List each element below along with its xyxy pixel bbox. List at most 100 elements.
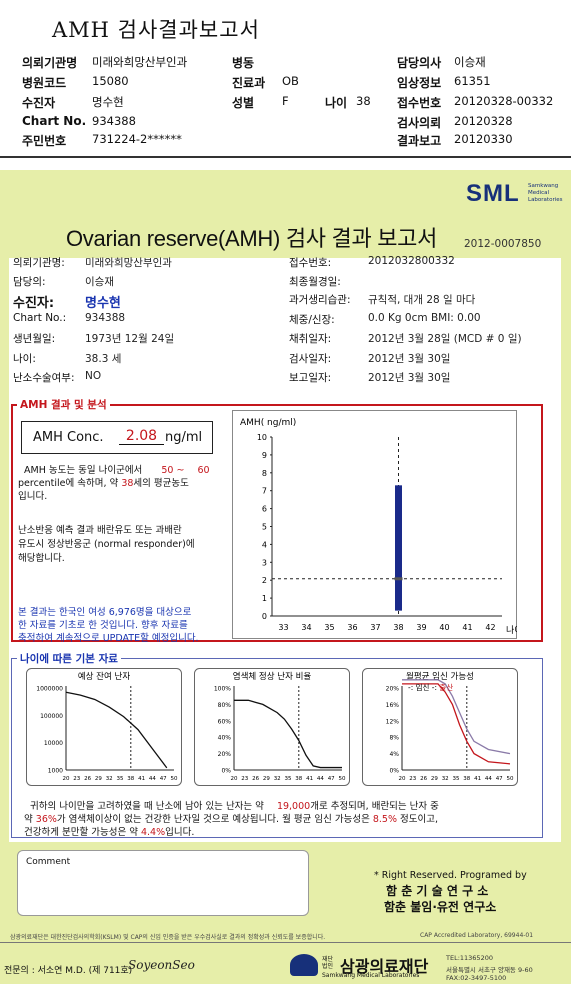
header-value: 20120330 — [454, 132, 513, 146]
mini-y-tick: 1000000 — [36, 686, 63, 693]
header-value: 38 — [356, 94, 371, 108]
foundation-phone: TEL:11365200 — [446, 954, 493, 962]
mini-x-tick: 32 — [442, 776, 449, 782]
mini-x-tick: 20 — [231, 776, 238, 782]
certification-notice: 삼광의료재단은 대한진단검사의학회(KSLM) 및 CAP의 신임 인증을 받은… — [10, 934, 326, 941]
amh-section-title: AMH 결과 및 분석 — [17, 397, 110, 412]
institute-1: 함 춘 기 술 연 구 소 — [386, 884, 489, 898]
header-value: OB — [282, 74, 299, 88]
foundation-fax: FAX:02-3497-5100 — [446, 974, 507, 982]
cap-accreditation: CAP Accredited Laboratory, 69944-01 — [420, 932, 534, 939]
header-key: 병원코드 — [22, 76, 67, 90]
mini-x-tick: 44 — [149, 776, 156, 782]
mini-chart-title: 염색체 정상 난자 비율 — [233, 671, 312, 682]
comment-box — [17, 850, 309, 916]
amh-response-2: 유도시 정상반응군 (normal responder)에 — [18, 539, 195, 550]
mini-series-line — [402, 683, 511, 765]
mini-x-tick: 35 — [453, 776, 460, 782]
amh-y-tick: 6 — [262, 505, 267, 514]
mini-series-line — [234, 699, 342, 769]
mini-y-tick: 100000 — [40, 713, 63, 720]
mini-y-tick: 0% — [221, 768, 231, 775]
amh-y-tick: 10 — [257, 433, 267, 442]
amh-y-tick: 3 — [262, 558, 267, 567]
mini-legend: -: 임신 -: 출산 — [408, 682, 453, 692]
mini-y-tick: 12% — [386, 718, 400, 725]
mini-chart-frame — [26, 668, 182, 786]
patient-key: Chart No.: — [13, 312, 67, 324]
patient-key: 난소수술여부: — [13, 372, 75, 384]
amh-patient-point — [394, 577, 403, 581]
age-summary-1: 귀하의 나이만을 고려하였을 때 난소에 남아 있는 난자는 약 19,000개… — [30, 801, 439, 812]
mini-y-tick: 80% — [218, 702, 232, 709]
mini-y-tick: 4% — [389, 751, 399, 758]
mini-x-tick: 50 — [171, 776, 178, 782]
amh-y-tick: 5 — [262, 523, 267, 532]
mini-x-tick: 23 — [241, 776, 248, 782]
amh-y-tick: 9 — [262, 451, 267, 460]
mini-chart-title: 예상 잔여 난자 — [78, 671, 131, 682]
foundation-name: 삼광의료재단 — [340, 957, 429, 976]
mini-x-tick: 35 — [117, 776, 124, 782]
age-section-title: 나이에 따른 기본 자료 — [17, 651, 121, 666]
mini-y-tick: 100% — [214, 686, 231, 693]
mini-x-tick: 47 — [160, 776, 167, 782]
mini-y-tick: 20% — [386, 686, 400, 693]
mini-x-tick: 44 — [485, 776, 492, 782]
amh-x-tick: 39 — [416, 623, 426, 632]
foundation-tag: 재단법인 — [322, 956, 334, 970]
patient-value: NO — [85, 370, 102, 382]
patient-value: 명수현 — [85, 296, 121, 311]
patient-value: 이승재 — [85, 276, 114, 288]
patient-value: 2012년 3월 30일 — [368, 353, 451, 365]
amh-x-tick: 33 — [278, 623, 288, 632]
mini-y-tick: 0% — [389, 768, 399, 775]
patient-key: 체중/신장: — [289, 314, 335, 326]
amh-text-1: AMH 농도는 동일 나이군에서 50 ~ 60 — [24, 465, 210, 476]
comment-label: Comment — [26, 857, 71, 867]
mini-x-tick: 38 — [295, 776, 302, 782]
pregnancy-chance-chart: 월평균 임신 가능성 0% 4% 8% 12% 16% 20% 20 23 26 29 32 35 38 4… — [362, 668, 518, 786]
mini-x-tick: 38 — [463, 776, 470, 782]
patient-key: 검사일자: — [289, 353, 332, 365]
header-value: 934388 — [92, 114, 136, 128]
amh-note-1: 본 결과는 한국인 여성 6,976명을 대상으로 — [18, 607, 192, 618]
mini-x-tick: 47 — [328, 776, 335, 782]
amh-x-tick: 42 — [485, 623, 495, 632]
patient-key: 과거생리습관: — [289, 294, 351, 306]
report-title: Ovarian reserve(AMH) 검사 결과 보고서 — [66, 226, 438, 251]
mini-x-tick: 44 — [317, 776, 324, 782]
mini-x-tick: 38 — [127, 776, 134, 782]
patient-value: 38.3 세 — [85, 353, 122, 365]
amh-response-1: 난소반응 예측 결과 배란유도 또는 과배란 — [18, 525, 182, 536]
report-number: 2012-0007850 — [464, 238, 542, 250]
doctor-signature: SoyeonSeo — [128, 958, 195, 972]
age-summary-2: 약 36%가 염색체이상이 없는 건강한 난자일 것으로 예상됩니다. 월 평균… — [24, 814, 438, 825]
mini-x-tick: 23 — [73, 776, 80, 782]
amh-range-bar — [395, 485, 402, 611]
mini-y-tick: 8% — [389, 735, 399, 742]
header-value: 미래와희망산부인과 — [92, 55, 188, 69]
amh-x-tick: 38 — [393, 623, 403, 632]
amh-x-tick: 36 — [347, 623, 357, 632]
mini-x-tick: 41 — [138, 776, 145, 782]
mini-x-tick: 41 — [306, 776, 313, 782]
normal-egg-ratio-chart: 염색체 정상 난자 비율 0% 20% 40% 60% 80% 100% 20 23 26 29 32… — [194, 668, 350, 786]
header-key: 담당의사 — [397, 56, 442, 70]
header-value: 20120328-00332 — [454, 94, 554, 108]
mini-y-tick: 40% — [218, 735, 232, 742]
remaining-eggs-chart: 예상 잔여 난자 1000 10000 100000 1000000 20 23 26 29 32… — [26, 668, 182, 786]
header-key: 임상정보 — [397, 76, 442, 90]
patient-key: 최종월경일: — [289, 276, 341, 288]
mini-x-tick: 29 — [95, 776, 102, 782]
header-key: 진료과 — [232, 76, 266, 90]
patient-value: 규칙적, 대개 28 일 마다 — [368, 294, 476, 306]
header-key: 주민번호 — [22, 134, 67, 148]
header-key: 수진자 — [22, 96, 56, 110]
header-value: 15080 — [92, 74, 129, 88]
amh-y-tick: 4 — [262, 540, 267, 549]
patient-key: 담당의: — [13, 276, 46, 288]
mini-x-tick: 50 — [339, 776, 346, 782]
header-key: 성별 — [232, 96, 255, 110]
mini-chart-frame — [194, 668, 350, 786]
